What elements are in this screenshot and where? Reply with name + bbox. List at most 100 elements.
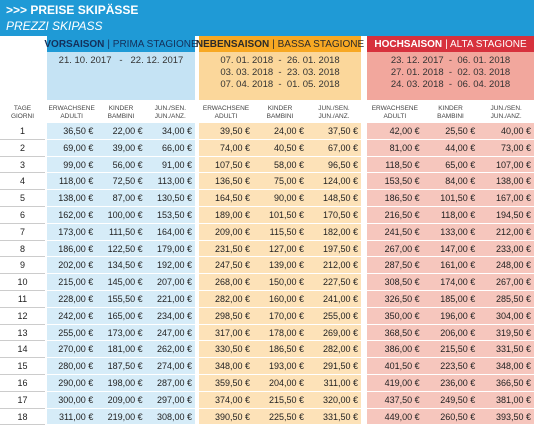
day-header-line: TAGE: [13, 104, 32, 112]
date-range: 27. 01. 2018 - 02. 03. 2018: [390, 67, 511, 78]
price-cell: 287,50 €: [367, 257, 423, 275]
column-header-line: KINDER: [438, 104, 463, 112]
day-cell: 18: [0, 409, 45, 426]
price-cell: 192,00 €: [145, 257, 195, 275]
price-cell: 81,00 €: [367, 139, 423, 157]
price-cell: 216,50 €: [367, 207, 423, 224]
price-cell: 285,50 €: [478, 291, 534, 308]
title-bar: [0, 0, 534, 36]
price-cell: 247,00 €: [145, 324, 195, 342]
price-cell: 133,00 €: [422, 223, 479, 241]
price-cell: 111,50 €: [96, 223, 146, 241]
price-cell: 348,00 €: [199, 358, 253, 375]
day-header-line: GIORNI: [10, 112, 35, 120]
price-cell: 185,00 €: [422, 291, 479, 308]
subtitle: PREZZI SKIPASS: [6, 19, 103, 33]
day-cell: 8: [0, 241, 45, 258]
price-cell: 212,00 €: [478, 223, 534, 241]
price-cell: 139,00 €: [253, 257, 307, 275]
price-cell: 331,50 €: [478, 341, 534, 359]
price-cell: 73,00 €: [478, 139, 534, 157]
price-cell: 225,50 €: [253, 408, 307, 426]
price-cell: 99,00 €: [47, 156, 97, 174]
price-cell: 386,00 €: [367, 341, 423, 359]
column-header-line: KINDER: [108, 104, 134, 112]
price-cell: 267,00 €: [367, 240, 423, 258]
column-header-line: BAMBINI: [266, 112, 294, 120]
price-cell: 90,00 €: [253, 190, 307, 207]
price-cell: 36,50 €: [47, 123, 97, 140]
price-cell: 101,50 €: [422, 190, 479, 207]
price-cell: 209,00 €: [96, 391, 146, 409]
price-cell: 241,00 €: [307, 291, 361, 308]
price-cell: 182,00 €: [307, 223, 361, 241]
price-cell: 255,00 €: [47, 324, 97, 342]
column-header-line: JUN./ANZ.: [490, 112, 522, 120]
price-cell: 56,00 €: [96, 156, 146, 174]
price-cell: 319,50 €: [478, 324, 534, 342]
price-cell: 124,00 €: [307, 173, 361, 191]
price-cell: 215,50 €: [422, 341, 479, 359]
column-header-line: JUN./SEN.: [318, 104, 350, 112]
price-cell: 122,50 €: [96, 240, 146, 258]
price-cell: 209,00 €: [199, 223, 253, 241]
price-cell: 437,50 €: [367, 391, 423, 409]
price-cell: 170,00 €: [253, 307, 307, 325]
price-cell: 317,00 €: [199, 324, 253, 342]
column-header: JUN./SEN. JUN./ANZ.: [478, 103, 534, 122]
price-cell: 75,00 €: [253, 173, 307, 191]
price-cell: 153,50 €: [145, 207, 195, 224]
price-cell: 96,50 €: [307, 156, 361, 174]
price-cell: 247,50 €: [199, 257, 253, 275]
price-cell: 241,50 €: [367, 223, 423, 241]
column-header-line: ERWACHSENE: [48, 104, 95, 112]
price-cell: 138,00 €: [478, 173, 534, 191]
price-cell: 219,00 €: [96, 408, 146, 426]
column-header: ERWACHSENE ADULTI: [367, 103, 423, 122]
price-cell: 115,50 €: [253, 223, 307, 241]
column-header-line: ADULTI: [60, 112, 83, 120]
price-cell: 234,00 €: [145, 307, 195, 325]
day-cell: 14: [0, 341, 45, 359]
price-cell: 25,50 €: [422, 123, 479, 140]
price-cell: 270,00 €: [47, 341, 97, 359]
price-cell: 181,00 €: [96, 341, 146, 359]
dates-box: [47, 52, 195, 100]
price-cell: 282,00 €: [307, 341, 361, 359]
season-header: VORSAISON | PRIMA STAGIONE: [44, 36, 198, 52]
price-cell: 215,50 €: [253, 391, 307, 409]
price-cell: 58,00 €: [253, 156, 307, 174]
price-cell: 290,00 €: [47, 375, 97, 392]
price-cell: 287,00 €: [145, 375, 195, 392]
price-cell: 138,00 €: [47, 190, 97, 207]
price-cell: 74,00 €: [199, 139, 253, 157]
column-header-line: JUN./ANZ.: [154, 112, 186, 120]
date-range: 23. 12. 2017 - 06. 01. 2018: [390, 55, 511, 66]
column-header: JUN./SEN. JUN./ANZ.: [307, 103, 361, 122]
price-cell: 24,00 €: [253, 123, 307, 140]
price-cell: 359,50 €: [199, 375, 253, 392]
price-cell: 368,50 €: [367, 324, 423, 342]
column-header-line: KINDER: [267, 104, 293, 112]
season-header: NEBENSAISON | BASSA STAGIONE: [196, 36, 364, 52]
day-cell: 2: [0, 140, 45, 157]
price-cell: 331,50 €: [307, 408, 361, 426]
price-cell: 348,00 €: [478, 358, 534, 375]
price-cell: 291,50 €: [307, 358, 361, 375]
date-range: 07. 01. 2018 - 26. 01. 2018: [220, 55, 340, 66]
price-cell: 228,00 €: [47, 291, 97, 308]
price-cell: 233,00 €: [478, 240, 534, 258]
price-cell: 84,00 €: [422, 173, 479, 191]
price-cell: 255,00 €: [307, 307, 361, 325]
price-cell: 308,50 €: [367, 274, 423, 291]
price-cell: 91,00 €: [145, 156, 195, 174]
dates-box: [367, 52, 534, 100]
price-cell: 69,00 €: [47, 139, 97, 157]
price-cell: 174,00 €: [422, 274, 479, 291]
date-range: 03. 03. 2018 - 23. 03. 2018: [220, 67, 340, 78]
price-cell: 298,50 €: [199, 307, 253, 325]
column-header: KINDER BAMBINI: [96, 103, 145, 122]
day-cell: 1: [0, 123, 45, 140]
day-cell: 9: [0, 257, 45, 275]
